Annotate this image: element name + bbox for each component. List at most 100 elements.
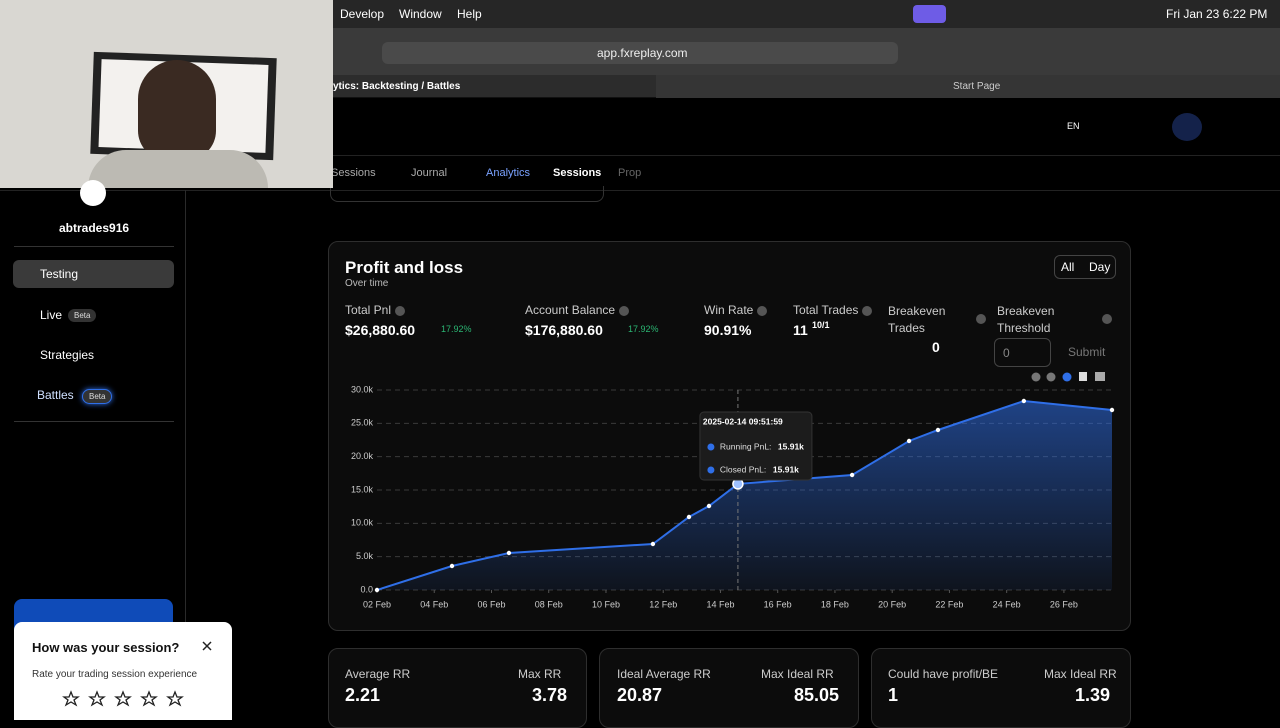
x-tick-label: 14 Feb bbox=[706, 599, 734, 609]
tooltip bbox=[699, 411, 813, 481]
metric-card bbox=[599, 648, 859, 728]
status-icon[interactable] bbox=[913, 5, 946, 23]
subtab[interactable] bbox=[330, 186, 604, 202]
menu-item[interactable]: Window bbox=[399, 7, 442, 21]
ai-button[interactable] bbox=[1172, 113, 1202, 141]
area bbox=[377, 401, 1112, 590]
threshold-input[interactable] bbox=[994, 338, 1051, 367]
language[interactable]: EN bbox=[1067, 121, 1080, 131]
badge: Beta bbox=[68, 309, 97, 322]
tab[interactable] bbox=[656, 75, 1280, 98]
range-button[interactable]: All bbox=[1061, 260, 1075, 274]
stat-label: Breakeven Trades bbox=[888, 304, 946, 335]
feedback-subtitle: Rate your trading session experience bbox=[32, 669, 198, 680]
stat-label: Breakeven Threshold bbox=[997, 304, 1055, 335]
x-tick-label: 24 Feb bbox=[993, 599, 1021, 609]
nav-item[interactable]: Prop bbox=[618, 167, 642, 179]
y-tick-label: 0.0 bbox=[360, 584, 373, 594]
submit-button[interactable]: Submit bbox=[1068, 345, 1106, 359]
metric-label: Max Ideal RR bbox=[1044, 667, 1117, 681]
close-icon[interactable] bbox=[202, 641, 212, 651]
sidebar-item[interactable]: Live bbox=[40, 308, 63, 322]
x-tick-label: 10 Feb bbox=[592, 599, 620, 609]
nav-item[interactable]: Sessions bbox=[331, 167, 376, 179]
star[interactable] bbox=[114, 690, 132, 707]
tooltip-date: 2025-02-14 09:51:59 bbox=[703, 416, 783, 426]
metric-value: 3.78 bbox=[532, 685, 568, 705]
x-tick-label: 12 Feb bbox=[649, 599, 677, 609]
tab-title[interactable]: Start Page bbox=[953, 81, 1001, 92]
nav-item[interactable]: Sessions bbox=[553, 167, 602, 179]
point bbox=[849, 472, 855, 478]
point bbox=[374, 587, 380, 593]
feedback-stars[interactable] bbox=[62, 690, 184, 707]
x-tick-label: 02 Feb bbox=[363, 599, 391, 609]
star[interactable] bbox=[166, 690, 184, 707]
x-tick-label: 26 Feb bbox=[1050, 599, 1078, 609]
info-icon[interactable] bbox=[1102, 314, 1112, 324]
sidebar-border bbox=[185, 190, 186, 720]
sidebar-item[interactable]: Strategies bbox=[40, 348, 95, 362]
y-tick-label: 5.0k bbox=[356, 551, 374, 561]
metric-label: Ideal Average RR bbox=[617, 667, 711, 681]
zoom-out[interactable] bbox=[1046, 372, 1056, 382]
zoom[interactable] bbox=[1062, 372, 1072, 382]
line bbox=[376, 399, 1113, 591]
zoom-in[interactable] bbox=[1031, 372, 1041, 382]
star[interactable] bbox=[88, 690, 106, 707]
star[interactable] bbox=[62, 690, 80, 707]
info-icon[interactable] bbox=[757, 305, 768, 316]
stat-detail: 10/1 bbox=[812, 320, 830, 330]
info-icon[interactable] bbox=[976, 314, 986, 324]
menu-item[interactable]: Help bbox=[457, 7, 482, 21]
tab-title[interactable]: ytics: Backtesting / Battles bbox=[333, 81, 461, 92]
metric-card bbox=[328, 648, 587, 728]
reset[interactable] bbox=[1095, 372, 1105, 381]
y-tick-label: 20.0k bbox=[351, 451, 374, 461]
address-bar[interactable] bbox=[382, 42, 898, 64]
pan[interactable] bbox=[1079, 372, 1087, 381]
metric-card bbox=[871, 648, 1131, 728]
menu-item[interactable]: Develop bbox=[340, 7, 385, 21]
point bbox=[1109, 407, 1115, 413]
y-tick-label: 25.0k bbox=[351, 418, 374, 428]
metric-value: 1.39 bbox=[1075, 685, 1111, 705]
tooltip-label: Closed PnL: bbox=[720, 464, 766, 474]
sidebar-item[interactable]: Testing bbox=[40, 267, 79, 281]
input-value: 0 bbox=[1003, 346, 1010, 360]
stat-value: 0 bbox=[932, 339, 940, 355]
point bbox=[1021, 398, 1027, 404]
nav-active[interactable] bbox=[13, 260, 174, 288]
point bbox=[449, 563, 455, 569]
range-button[interactable]: Day bbox=[1089, 260, 1111, 274]
info-icon[interactable] bbox=[862, 305, 873, 316]
info-icon[interactable] bbox=[395, 305, 406, 316]
clock: Fri Jan 23 6:22 PM bbox=[1166, 7, 1268, 21]
badge: Beta bbox=[82, 389, 113, 404]
stat-value: $26,880.60 bbox=[345, 322, 416, 338]
metric-value: 20.87 bbox=[617, 685, 663, 705]
stat-value: 11 bbox=[793, 322, 808, 338]
point bbox=[650, 541, 656, 547]
metric-label: Average RR bbox=[345, 667, 411, 681]
panel-title: Profit and loss bbox=[345, 258, 464, 277]
x-tick-label: 08 Feb bbox=[535, 599, 563, 609]
stat-label-text: Win Rate bbox=[704, 303, 754, 317]
metric-value: 1 bbox=[888, 685, 899, 705]
sidebar-item[interactable]: Battles bbox=[37, 388, 74, 402]
x-tick-label: 22 Feb bbox=[935, 599, 963, 609]
chart-toolbar[interactable] bbox=[1031, 372, 1106, 382]
stat-value: $176,880.60 bbox=[525, 322, 603, 338]
tooltip-swatch bbox=[707, 443, 715, 451]
nav-item[interactable]: Analytics bbox=[486, 167, 531, 179]
star[interactable] bbox=[140, 690, 158, 707]
stat-label-text: Total Trades bbox=[793, 303, 859, 317]
x-tick-label: 20 Feb bbox=[878, 599, 906, 609]
nav-bar bbox=[0, 155, 1280, 191]
nav-item[interactable]: Journal bbox=[411, 167, 448, 179]
metric-value: 85.05 bbox=[794, 685, 840, 705]
info-icon[interactable] bbox=[619, 305, 630, 316]
x-tick-label: 06 Feb bbox=[477, 599, 505, 609]
stat-label-text: Total Pnl bbox=[345, 303, 392, 317]
